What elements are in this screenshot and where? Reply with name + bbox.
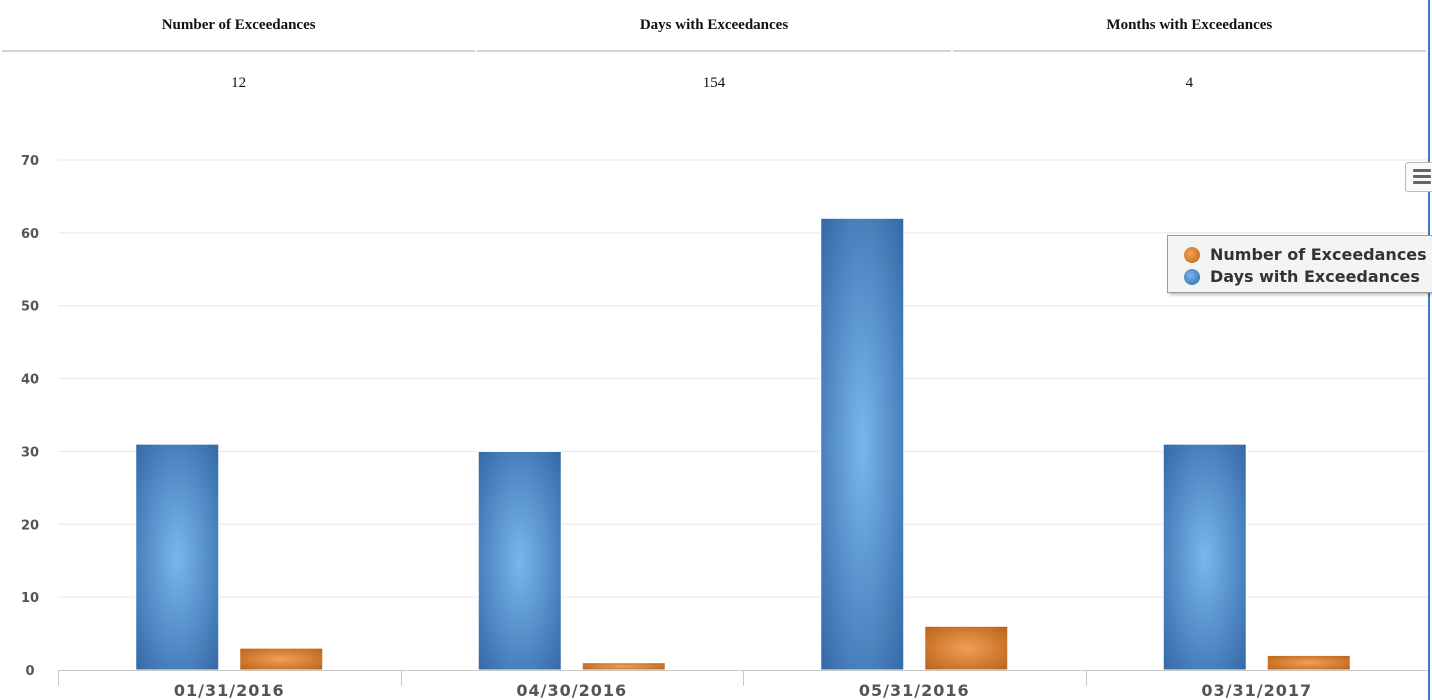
legend-dot-icon xyxy=(1184,247,1200,263)
hamburger-menu-icon-bar xyxy=(1413,175,1431,178)
x-tick-label: 03/31/2017 xyxy=(1201,681,1312,700)
bar-number-of-exceedances[interactable] xyxy=(581,662,666,671)
bar-number-of-exceedances[interactable] xyxy=(924,625,1009,671)
bar-days-with-exceedances[interactable] xyxy=(1162,443,1247,671)
chart-legend[interactable]: Number of Exceedances Days with Exceedan… xyxy=(1167,235,1432,293)
y-tick-label: 10 xyxy=(21,591,39,606)
summary-value-days: 154 xyxy=(702,74,726,91)
bar-days-with-exceedances[interactable] xyxy=(135,443,220,671)
bars xyxy=(135,217,1351,671)
y-tick-label: 60 xyxy=(21,227,39,242)
summary-value-months: 4 xyxy=(1185,74,1194,91)
y-tick-label: 0 xyxy=(25,664,34,679)
y-tick-label: 50 xyxy=(21,300,39,315)
y-tick-label: 40 xyxy=(21,373,39,388)
y-tick-label: 20 xyxy=(21,518,39,533)
panel-right-border xyxy=(1428,0,1430,700)
y-tick-label: 30 xyxy=(21,445,39,460)
hamburger-menu-icon xyxy=(1413,169,1431,172)
summary-header-exceedances: Number of Exceedances xyxy=(2,0,476,52)
chart-menu-button[interactable] xyxy=(1405,162,1432,192)
summary-header-months: Months with Exceedances xyxy=(952,0,1426,52)
x-tick-label: 04/30/2016 xyxy=(516,681,627,700)
bar-number-of-exceedances[interactable] xyxy=(239,647,324,671)
y-tick-label: 70 xyxy=(21,154,39,169)
x-tick-label: 01/31/2016 xyxy=(174,681,285,700)
axes: 0 10 20 30 40 50 60 70 01/31/2016 04/30/2016 05/31… xyxy=(21,154,1428,700)
summary-value-exceedances: 12 xyxy=(231,74,247,91)
x-tick-label: 05/31/2016 xyxy=(859,681,970,700)
bar-number-of-exceedances[interactable] xyxy=(1266,654,1351,671)
bar-days-with-exceedances[interactable] xyxy=(477,450,562,671)
summary-header-days: Days with Exceedances xyxy=(477,0,951,52)
legend-label: Number of Exceedances xyxy=(1210,245,1427,264)
summary-table: Number of Exceedances Days with Exceedan… xyxy=(0,0,1428,100)
bar-days-with-exceedances[interactable] xyxy=(820,217,905,671)
legend-dot-icon xyxy=(1184,269,1200,285)
hamburger-menu-icon-bar xyxy=(1413,181,1431,184)
legend-label: Days with Exceedances xyxy=(1210,267,1420,286)
